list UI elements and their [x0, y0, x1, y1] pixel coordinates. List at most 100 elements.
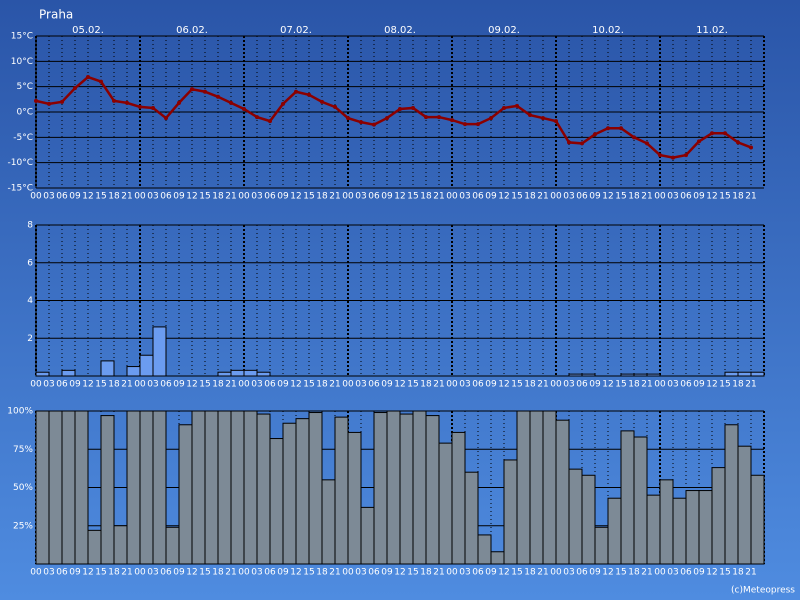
bar: [48, 410, 63, 565]
bar: [230, 410, 245, 565]
hour-label: 12: [82, 380, 93, 390]
bar: [581, 474, 596, 565]
day-label: 07.02.: [280, 25, 312, 36]
bar: [724, 424, 739, 565]
bar: [295, 418, 310, 565]
hour-label: 18: [420, 192, 432, 202]
hour-label: 06: [680, 380, 692, 390]
hour-label: 18: [628, 380, 640, 390]
y-tick-label: 50%: [13, 483, 33, 493]
hour-label: 03: [147, 192, 158, 202]
hour-label: 03: [667, 192, 678, 202]
temperature-point: [489, 116, 493, 121]
hour-label: 09: [693, 380, 705, 390]
bar: [61, 369, 76, 377]
bar: [126, 366, 141, 377]
hour-label: 00: [550, 192, 562, 202]
bar: [152, 326, 167, 377]
temperature-point: [684, 153, 688, 158]
bar: [425, 415, 440, 565]
hour-label: 15: [511, 192, 522, 202]
bar: [35, 410, 50, 565]
bar: [178, 424, 193, 565]
bar: [61, 410, 76, 565]
temperature-point: [125, 100, 129, 105]
hour-label: 03: [43, 192, 54, 202]
temperature-point: [437, 115, 441, 120]
hour-label: 15: [95, 568, 106, 578]
hour-label: 09: [277, 568, 289, 578]
hour-label: 18: [212, 380, 224, 390]
hour-label: 09: [693, 568, 705, 578]
bar: [555, 419, 570, 565]
hour-label: 15: [303, 380, 314, 390]
temperature-point: [73, 86, 77, 91]
temperature-point: [86, 75, 90, 80]
temperature-point: [164, 116, 168, 121]
hour-label: 12: [394, 380, 405, 390]
hour-label: 00: [30, 192, 42, 202]
bar: [243, 410, 258, 565]
bar: [711, 467, 726, 565]
hour-label: 03: [667, 380, 678, 390]
temperature-point: [632, 135, 636, 140]
hour-label: 09: [277, 192, 289, 202]
temperature-point: [502, 105, 506, 110]
hour-label: 21: [537, 192, 548, 202]
hour-label: 12: [706, 568, 717, 578]
temperature-point: [541, 116, 545, 121]
hour-label: 06: [368, 380, 380, 390]
day-label: 09.02.: [488, 25, 520, 36]
hour-label: 18: [316, 380, 328, 390]
hour-label: 03: [43, 568, 54, 578]
bar: [334, 416, 349, 565]
hour-label: 06: [160, 380, 172, 390]
hour-label: 06: [472, 568, 484, 578]
bar: [412, 410, 427, 565]
hour-label: 00: [238, 380, 250, 390]
hour-label: 21: [121, 192, 132, 202]
hour-label: 00: [134, 192, 146, 202]
bar: [607, 497, 622, 565]
hour-label: 12: [498, 568, 509, 578]
hour-label: 15: [95, 192, 106, 202]
hour-label: 15: [615, 192, 626, 202]
hour-label: 15: [615, 568, 626, 578]
hour-label: 00: [342, 380, 354, 390]
bar: [685, 490, 700, 565]
y-tick-label: 8: [27, 221, 33, 231]
temperature-point: [112, 98, 116, 103]
bar: [724, 371, 739, 377]
temperature-point: [723, 131, 727, 136]
hour-label: 21: [641, 568, 652, 578]
hour-label: 18: [316, 192, 328, 202]
hour-label: 09: [277, 380, 289, 390]
hour-label: 06: [264, 568, 276, 578]
hour-label: 12: [602, 192, 613, 202]
temperature-point: [697, 139, 701, 144]
bar: [74, 410, 89, 565]
hour-label: 15: [95, 380, 106, 390]
hour-label: 18: [108, 192, 120, 202]
hour-label: 09: [589, 568, 601, 578]
bar: [737, 371, 752, 377]
temperature-point: [593, 132, 597, 137]
temperature-point: [515, 103, 519, 108]
hour-label: 06: [576, 380, 588, 390]
temperature-point: [385, 116, 389, 121]
bar: [633, 436, 648, 565]
temperature-point: [476, 122, 480, 127]
temperature-point: [281, 101, 285, 106]
bar: [620, 430, 635, 565]
bar: [373, 412, 388, 565]
hour-label: 18: [420, 380, 432, 390]
temperature-point: [346, 116, 350, 121]
footer: (c)Meteopress: [731, 586, 795, 596]
temperature-point: [268, 119, 272, 124]
hour-label: 06: [680, 192, 692, 202]
bar: [243, 369, 258, 377]
hour-label: 12: [706, 192, 717, 202]
hour-label: 15: [407, 192, 418, 202]
temperature-point: [398, 106, 402, 111]
